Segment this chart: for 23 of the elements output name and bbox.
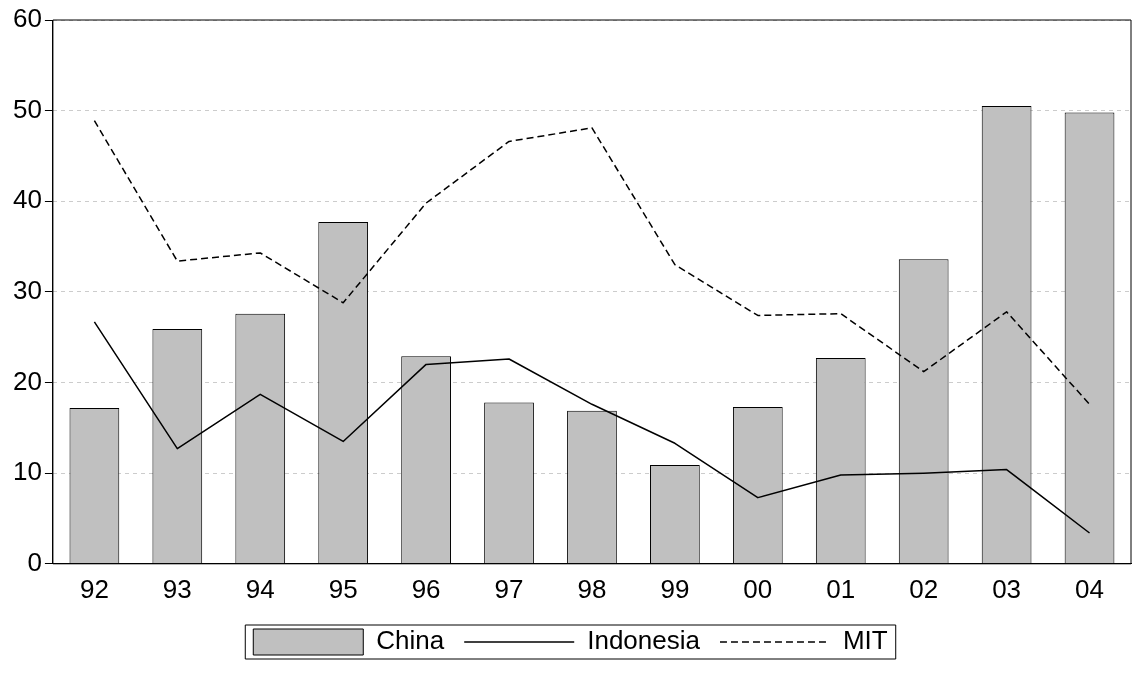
x-tick-label: 99 [660,573,690,604]
x-tick-label: 97 [494,573,524,604]
x-tick-label: 02 [909,573,939,604]
x-tick-label: 04 [1075,573,1104,604]
y-tick-label: 20 [13,365,42,396]
x-tick-label: 94 [245,573,275,604]
legend-label: China [376,625,445,656]
x-tick-label: 98 [577,573,607,604]
x-tick-label: 92 [79,573,109,604]
y-tick-label: 30 [13,275,42,306]
x-tick-label: 96 [411,573,441,604]
y-tick-label: 50 [13,93,42,124]
y-tick-label: 10 [13,456,42,487]
x-tick-label: 03 [992,573,1022,604]
x-tick-label: 01 [826,573,856,604]
x-tick-label: 95 [328,573,358,604]
legend-label: MIT [842,625,888,656]
y-tick-label: 40 [13,184,42,215]
y-tick-label: 60 [13,3,42,34]
legend-label: Indonesia [587,625,701,656]
y-tick-label: 0 [27,546,42,577]
x-tick-label: 93 [162,573,192,604]
x-tick-label: 00 [743,573,773,604]
